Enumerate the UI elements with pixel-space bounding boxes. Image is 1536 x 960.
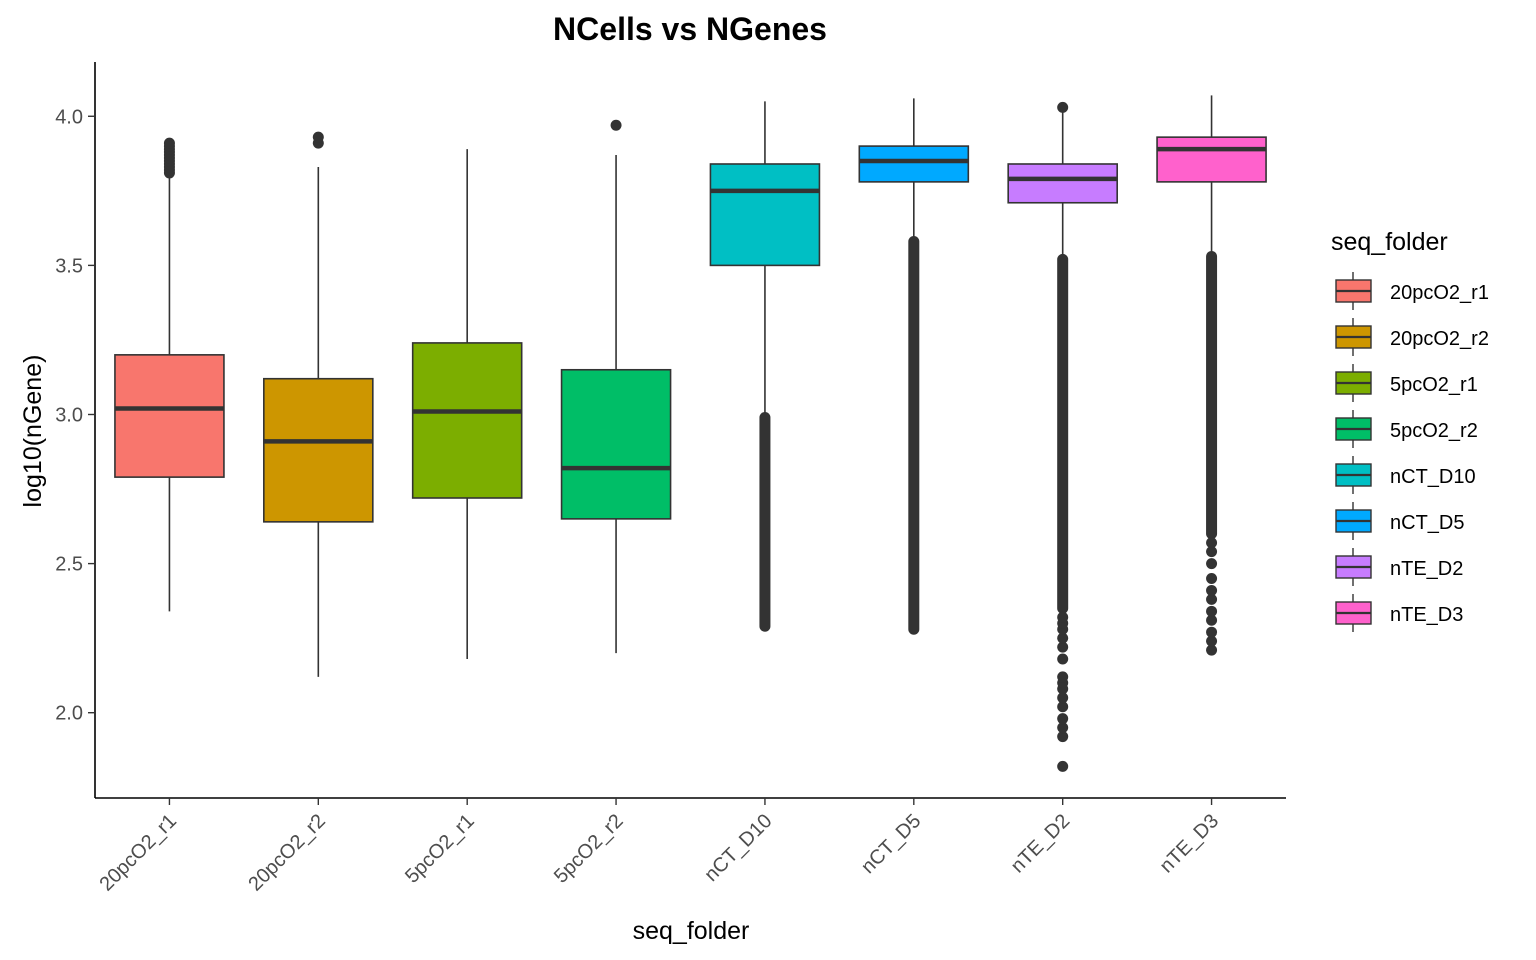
outlier-point [1206, 614, 1218, 626]
outlier-band [759, 411, 771, 632]
x-tick-label: nTE_D3 [1156, 810, 1223, 877]
box-iqr [709, 163, 821, 267]
box-iqr [114, 354, 225, 478]
outlier-point [1206, 626, 1218, 638]
box-20pcO2_r1 [114, 137, 225, 612]
box-nCT_D5 [858, 98, 970, 635]
legend-item-5pcO2_r1: 5pcO2_r1 [1335, 364, 1478, 402]
legend-item-nTE_D3: nTE_D3 [1335, 594, 1463, 632]
box-5pcO2_r1 [411, 149, 523, 660]
y-tick-label: 3.5 [55, 255, 83, 277]
y-tick-label: 2.5 [55, 554, 83, 576]
outlier-band [1206, 250, 1218, 540]
outlier-point [1206, 605, 1218, 617]
x-axis: 20pcO2_r1 20pcO2_r2 5pcO2_r1 5pcO2_r2 nCT_D1… [95, 797, 1286, 896]
y-tick-label: 4.0 [55, 106, 83, 128]
box-nTE_D2 [1007, 101, 1118, 772]
x-tick-label: 20pcO2_r2 [244, 810, 330, 896]
box-iqr [263, 377, 374, 523]
outlier-point [1057, 101, 1069, 113]
outlier-point [1057, 653, 1069, 665]
outlier-point [1057, 611, 1069, 623]
box-nTE_D3 [1156, 95, 1267, 656]
outlier-point [1206, 584, 1218, 596]
box-nCT_D10 [709, 101, 821, 632]
outlier-point [1057, 671, 1069, 683]
legend-label: 5pcO2_r1 [1390, 374, 1478, 396]
x-tick-label: 20pcO2_r1 [95, 810, 181, 896]
chart-title: NCells vs NGenes [553, 11, 827, 47]
y-tick-label: 3.0 [55, 404, 83, 426]
plot-area [114, 95, 1267, 772]
box-iqr [858, 145, 970, 183]
legend-label: 5pcO2_r2 [1390, 420, 1478, 442]
outlier-point [1057, 632, 1069, 644]
box-iqr [560, 368, 672, 520]
box-20pcO2_r2 [263, 131, 374, 677]
outlier-point [1057, 701, 1069, 713]
y-tick-label: 2.0 [55, 703, 83, 725]
legend-item-nCT_D10: nCT_D10 [1335, 456, 1476, 494]
legend-item-nCT_D5: nCT_D5 [1335, 502, 1464, 540]
outlier-point [163, 137, 175, 149]
legend-label: nCT_D10 [1390, 466, 1476, 488]
legend-item-20pcO2_r2: 20pcO2_r2 [1335, 318, 1489, 356]
outlier-point [1057, 713, 1069, 725]
x-tick-label: nCT_D5 [857, 810, 925, 878]
outlier-point [1057, 731, 1069, 743]
outlier-point [1057, 722, 1069, 734]
outlier-point [1057, 760, 1069, 772]
legend-label: nTE_D3 [1390, 604, 1463, 626]
outlier-band [1057, 253, 1069, 614]
outlier-point [1206, 546, 1218, 558]
x-tick-label: 5pcO2_r1 [401, 810, 479, 888]
outlier-point [1206, 644, 1218, 656]
outlier-point [1206, 558, 1218, 570]
outlier-point [1057, 692, 1069, 704]
x-tick-label: 5pcO2_r2 [550, 810, 628, 888]
legend-item-20pcO2_r1: 20pcO2_r1 [1335, 272, 1489, 310]
legend-item-nTE_D2: nTE_D2 [1335, 548, 1463, 586]
legend-label: nTE_D2 [1390, 558, 1463, 580]
y-axis: 2.0 2.5 3.0 3.5 4.0 [55, 62, 96, 798]
box-5pcO2_r2 [560, 119, 672, 654]
box-iqr [1156, 136, 1267, 183]
outlier-band [908, 236, 920, 635]
legend-label: 20pcO2_r1 [1390, 282, 1489, 304]
legend: seq_folder 20pcO2_r1 20pcO2_r2 5pcO2_r1 5pc… [1331, 228, 1489, 632]
outlier-point [1206, 593, 1218, 605]
outlier-point [1206, 635, 1218, 647]
x-tick-label: nCT_D10 [700, 810, 776, 886]
legend-label: nCT_D5 [1390, 512, 1464, 534]
x-tick-label: nTE_D2 [1007, 810, 1074, 877]
legend-title: seq_folder [1331, 228, 1448, 256]
outlier-point [610, 119, 622, 131]
legend-item-5pcO2_r2: 5pcO2_r2 [1335, 410, 1478, 448]
legend-label: 20pcO2_r2 [1390, 328, 1489, 350]
outlier-point [1206, 573, 1218, 585]
outlier-point [1206, 537, 1218, 549]
y-axis-title: log10(nGene) [19, 355, 47, 508]
x-axis-title: seq_folder [633, 917, 750, 945]
outlier-point [312, 131, 324, 143]
box-iqr [411, 342, 523, 499]
outlier-point [1057, 641, 1069, 653]
box-iqr [1007, 163, 1118, 204]
